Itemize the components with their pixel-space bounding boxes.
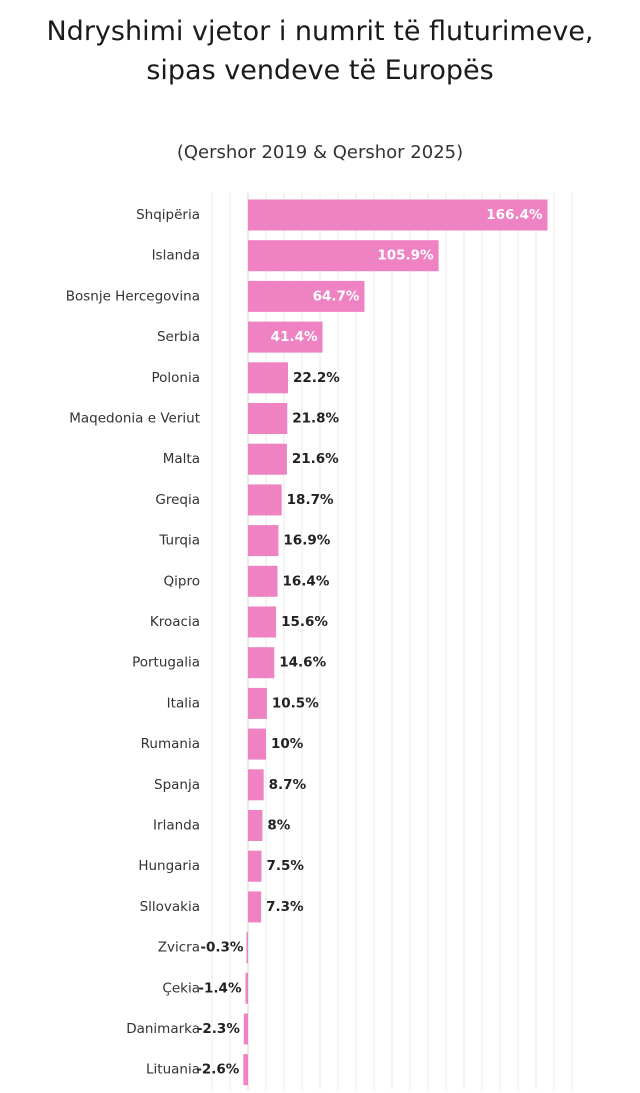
value-label: 16.9% xyxy=(283,533,330,549)
value-label: 15.6% xyxy=(281,614,328,630)
value-label: 10.5% xyxy=(272,695,319,711)
value-label: 105.9% xyxy=(377,248,434,264)
bar xyxy=(248,362,288,394)
category-label: Italia xyxy=(167,695,200,711)
value-label: 14.6% xyxy=(279,655,326,671)
value-label: 64.7% xyxy=(313,288,360,304)
category-label: Malta xyxy=(163,451,200,467)
value-label: 7.5% xyxy=(267,858,305,874)
bar xyxy=(248,769,264,801)
category-label: Kroacia xyxy=(150,614,200,630)
bar xyxy=(243,1054,248,1086)
category-label: Lituania xyxy=(146,1062,200,1078)
value-label: -1.4% xyxy=(198,980,242,996)
bar xyxy=(248,280,365,312)
bar xyxy=(248,891,262,923)
category-label: Sllovakia xyxy=(140,899,200,915)
value-label: 16.4% xyxy=(283,573,330,589)
bar xyxy=(248,728,266,760)
bar xyxy=(246,932,248,964)
labels: Shqipëria 166.4% Islanda 105.9% Bosnje Herce… xyxy=(66,207,543,1078)
bars xyxy=(243,199,548,1086)
bar xyxy=(248,240,439,272)
value-label: 22.2% xyxy=(293,370,340,386)
bar xyxy=(248,199,548,231)
bar xyxy=(243,1013,248,1045)
value-label: 166.4% xyxy=(486,207,543,223)
category-label: Maqedonia e Veriut xyxy=(69,411,200,427)
chart-subtitle: (Qershor 2019 & Qershor 2025) xyxy=(176,142,464,163)
category-label: Greqia xyxy=(155,492,200,508)
category-label: Qipro xyxy=(164,573,200,589)
category-label: Rumania xyxy=(141,736,200,752)
category-label: Hungaria xyxy=(138,858,200,874)
category-label: Shqipëria xyxy=(136,207,200,223)
value-label: -0.3% xyxy=(200,940,244,956)
category-label: Spanja xyxy=(154,777,200,793)
value-label: 18.7% xyxy=(287,492,334,508)
bar xyxy=(248,647,275,679)
bar xyxy=(248,810,263,841)
category-label: Danimarka xyxy=(126,1021,200,1037)
value-label: 8% xyxy=(267,818,290,834)
bar xyxy=(248,850,262,882)
category-label: Serbia xyxy=(157,329,200,345)
category-label: Portugalia xyxy=(132,655,200,671)
value-label: 21.6% xyxy=(292,451,339,467)
category-label: Zvicra xyxy=(158,940,200,956)
bar xyxy=(248,484,282,516)
chart-title: Ndryshimi vjetor i numrit të fluturimeve… xyxy=(46,16,594,86)
value-label: 21.8% xyxy=(292,411,339,427)
category-label: Polonia xyxy=(151,370,200,386)
value-label: 8.7% xyxy=(269,777,307,793)
category-label: Turqia xyxy=(158,533,200,549)
bar xyxy=(248,525,279,557)
value-label: -2.6% xyxy=(196,1062,240,1078)
bar xyxy=(248,403,288,434)
bar xyxy=(248,606,277,638)
category-label: Irlanda xyxy=(153,818,200,834)
bar xyxy=(248,443,287,475)
category-label: Çekia xyxy=(162,980,200,996)
category-label: Islanda xyxy=(152,248,200,264)
bar xyxy=(248,565,278,597)
value-label: 7.3% xyxy=(266,899,304,915)
value-label: -2.3% xyxy=(197,1021,241,1037)
bar xyxy=(245,972,248,1004)
value-label: 10% xyxy=(271,736,304,752)
category-label: Bosnje Hercegovina xyxy=(66,288,200,304)
bar xyxy=(248,321,323,353)
value-label: 41.4% xyxy=(271,329,318,345)
bar xyxy=(248,687,267,719)
